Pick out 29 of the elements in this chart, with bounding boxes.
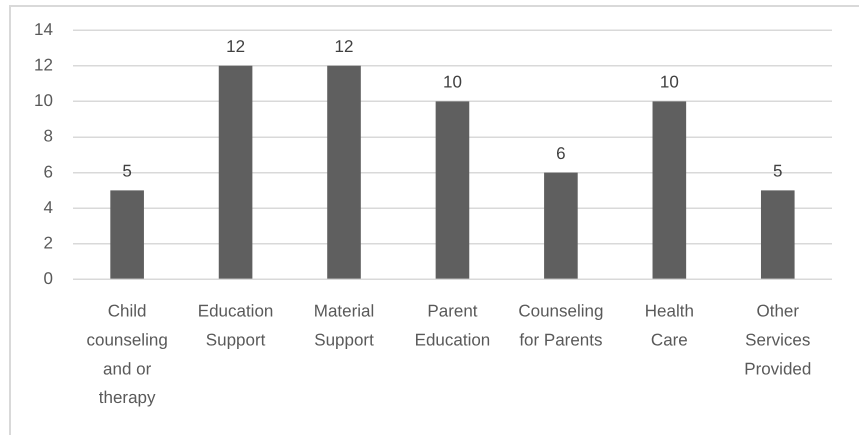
- x-tick-label: Education Support: [198, 302, 274, 350]
- x-tick-label: Other Services Provided: [744, 302, 812, 378]
- x-tick-label: Material Support: [314, 302, 374, 350]
- bar: [327, 66, 361, 279]
- x-tick-label: Parent Education: [414, 302, 490, 350]
- y-tick-label: 2: [43, 233, 53, 252]
- data-label: 10: [660, 72, 679, 92]
- data-label: 5: [122, 162, 132, 181]
- bar: [218, 66, 252, 279]
- bar: [760, 190, 795, 279]
- bar: [652, 101, 686, 279]
- bar: [110, 190, 144, 279]
- y-tick-label: 4: [43, 198, 53, 217]
- data-label: 10: [442, 72, 462, 92]
- x-tick-label: Health Care: [644, 302, 694, 350]
- x-tick-label: Counseling for Parents: [518, 302, 604, 350]
- data-label: 12: [334, 36, 354, 56]
- y-tick-label: 6: [43, 162, 53, 182]
- bar: [436, 101, 470, 279]
- bar: [544, 172, 578, 279]
- data-label: 5: [773, 162, 783, 181]
- data-label: 6: [556, 144, 566, 163]
- y-tick-label: 8: [43, 126, 53, 146]
- y-tick-label: 10: [34, 91, 53, 110]
- data-label: 12: [226, 36, 246, 56]
- y-tick-label: 14: [34, 20, 53, 39]
- y-tick-label: 12: [34, 55, 53, 74]
- y-tick-label: 0: [43, 269, 53, 288]
- x-tick-label: Child counseling and or therapy: [86, 302, 168, 408]
